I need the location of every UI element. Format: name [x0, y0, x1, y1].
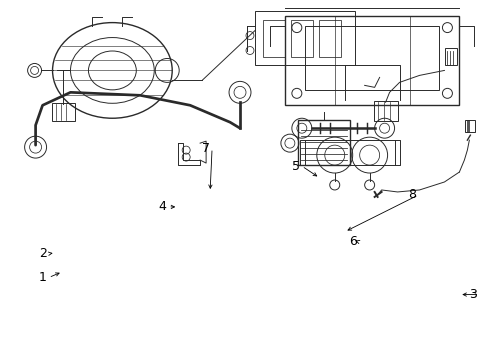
Bar: [445, 48, 456, 66]
Bar: [304, 26, 439, 90]
Bar: [318, 20, 340, 58]
Text: 6: 6: [348, 235, 356, 248]
Text: 8: 8: [407, 188, 416, 202]
Bar: [304, 140, 394, 165]
Text: 5: 5: [291, 159, 299, 172]
Bar: [297, 120, 349, 165]
Bar: [290, 20, 312, 58]
Text: 3: 3: [468, 288, 476, 301]
Bar: [285, 15, 458, 105]
Bar: [254, 11, 354, 66]
Text: 7: 7: [202, 141, 210, 155]
Text: 2: 2: [39, 247, 46, 260]
Text: 4: 4: [158, 201, 166, 213]
Bar: [263, 20, 285, 58]
Text: 1: 1: [39, 271, 46, 284]
Bar: [465, 120, 474, 132]
